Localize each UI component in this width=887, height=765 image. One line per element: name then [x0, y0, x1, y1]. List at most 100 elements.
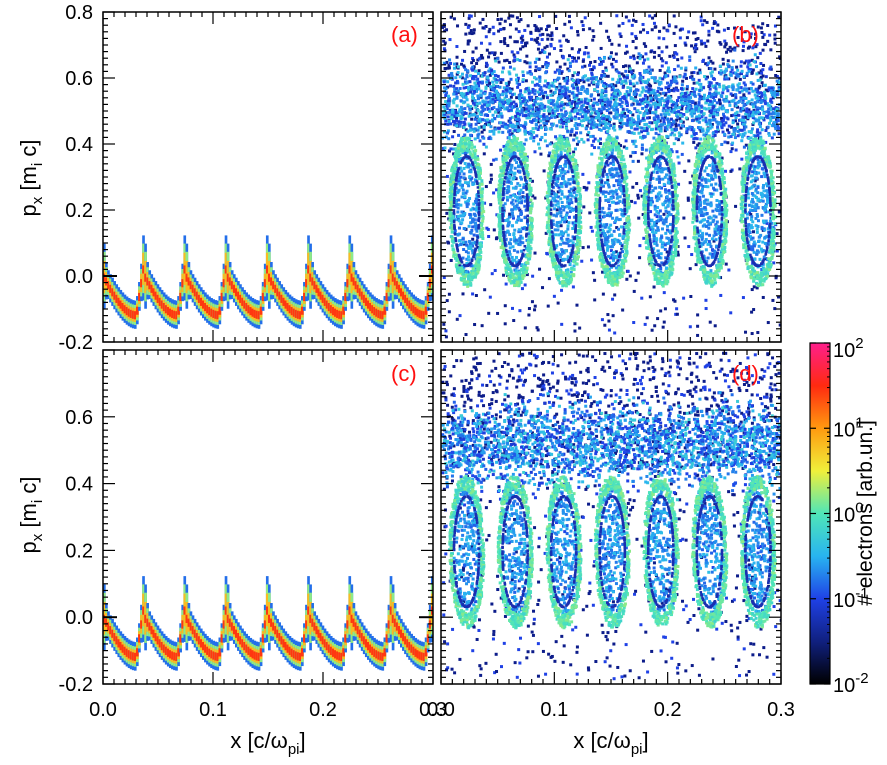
density-cell	[199, 297, 203, 306]
sparse-point	[752, 308, 756, 312]
loop-interior-point	[458, 172, 462, 176]
sparse-point	[688, 181, 692, 185]
band-point	[658, 76, 662, 80]
loop-interior-point	[461, 237, 465, 241]
band-point	[478, 117, 482, 121]
sparse-point	[639, 30, 643, 34]
band-point	[774, 127, 778, 131]
band-point	[578, 112, 582, 116]
loop-ring-point	[448, 218, 452, 222]
sparse-point	[631, 113, 635, 117]
band-point	[564, 87, 568, 91]
band-point	[743, 83, 747, 87]
loop-ring-point	[473, 269, 477, 273]
band-point	[474, 74, 478, 78]
sparse-point	[676, 138, 680, 142]
sparse-point	[634, 19, 638, 23]
band-point	[663, 126, 667, 130]
sparse-point	[638, 244, 642, 248]
band-point	[664, 74, 668, 78]
sparse-point	[739, 86, 743, 90]
band-point	[587, 130, 591, 134]
band-point	[483, 92, 487, 96]
sparse-point	[530, 300, 534, 304]
sparse-point	[761, 74, 765, 78]
loop-interior-point	[472, 212, 476, 216]
band-point	[734, 93, 738, 97]
loop-ring-point	[479, 211, 483, 215]
density-cell	[383, 306, 387, 315]
sparse-point	[751, 122, 755, 126]
band-point	[456, 65, 460, 69]
band-point	[601, 105, 605, 109]
loop-interior-point	[473, 240, 477, 244]
band-point	[530, 133, 534, 137]
sparse-point	[720, 116, 724, 120]
band-point	[490, 68, 494, 72]
density-cell	[210, 308, 213, 317]
loop-ring-point	[449, 235, 453, 239]
sparse-point	[588, 27, 592, 31]
sparse-point	[649, 94, 653, 98]
band-point	[528, 111, 532, 115]
band-point	[636, 102, 640, 106]
loop-ring-point	[457, 261, 461, 265]
sparse-point	[704, 62, 708, 66]
sparse-point	[747, 91, 751, 95]
loop-interior-point	[459, 156, 463, 160]
band-point	[570, 109, 574, 113]
band-point	[556, 104, 560, 108]
sparse-point	[653, 118, 657, 122]
panel-a	[103, 235, 433, 329]
sparse-point	[743, 115, 747, 119]
band-point	[538, 88, 542, 92]
band-point	[760, 128, 764, 132]
sparse-point	[734, 119, 738, 123]
loop-interior-point	[458, 166, 462, 170]
sparse-point	[589, 60, 593, 64]
sparse-point	[565, 38, 569, 42]
band-point	[488, 92, 492, 96]
sparse-point	[575, 303, 579, 307]
band-point	[682, 75, 686, 79]
band-point	[527, 95, 531, 99]
sparse-point	[632, 18, 636, 22]
band-point	[747, 114, 751, 118]
band-point	[751, 116, 755, 120]
band-point	[519, 102, 523, 106]
band-point	[669, 117, 673, 121]
band-point	[452, 119, 456, 123]
density-cell	[125, 307, 129, 316]
band-point	[458, 75, 462, 79]
band-point	[477, 126, 481, 130]
sparse-point	[460, 76, 464, 80]
sparse-point	[693, 50, 697, 54]
sparse-point	[584, 46, 588, 50]
sparse-point	[455, 62, 459, 66]
sparse-point	[738, 167, 742, 171]
loop-interior-point	[461, 218, 465, 222]
sparse-point	[445, 299, 449, 303]
band-point	[763, 94, 767, 98]
band-point	[740, 89, 744, 93]
band-point	[532, 130, 536, 134]
band-point	[504, 122, 508, 126]
loop-ring-point	[455, 254, 459, 258]
band-point	[473, 98, 477, 102]
sparse-point	[673, 44, 677, 48]
sparse-point	[483, 288, 487, 292]
sparse-point	[493, 268, 497, 272]
band-point	[631, 151, 635, 155]
band-point	[762, 111, 766, 115]
band-point	[726, 117, 730, 121]
sparse-point	[567, 215, 571, 219]
loop-ring-point	[448, 207, 452, 211]
sparse-point	[523, 283, 527, 287]
sparse-point	[515, 124, 519, 128]
band-point	[592, 66, 596, 70]
density-cell	[259, 306, 263, 315]
sparse-point	[750, 288, 754, 292]
band-point	[688, 108, 692, 112]
band-point	[690, 107, 694, 111]
loop-ring-point	[461, 268, 465, 272]
